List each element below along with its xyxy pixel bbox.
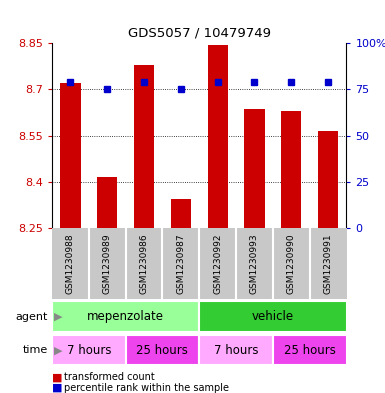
Bar (318, 131, 338, 228)
Text: GSM1230993: GSM1230993 (250, 233, 259, 294)
Text: GSM1230990: GSM1230990 (287, 233, 296, 294)
Bar (273, 335, 346, 365)
Text: vehicle: vehicle (252, 310, 294, 323)
Text: ▶: ▶ (54, 345, 62, 355)
Text: GSM1230987: GSM1230987 (176, 233, 185, 294)
Text: 25 hours: 25 hours (137, 343, 188, 357)
Text: 25 hours: 25 hours (284, 343, 336, 357)
Text: time: time (23, 345, 48, 355)
Text: GSM1230991: GSM1230991 (323, 233, 333, 294)
Text: agent: agent (16, 312, 48, 322)
Text: mepenzolate: mepenzolate (87, 310, 164, 323)
Text: GSM1230988: GSM1230988 (66, 233, 75, 294)
Bar (52, 301, 199, 332)
Text: ■: ■ (52, 372, 62, 382)
Bar (244, 109, 264, 228)
Title: GDS5057 / 10479749: GDS5057 / 10479749 (128, 26, 271, 39)
Bar (199, 335, 273, 365)
Text: 7 hours: 7 hours (214, 343, 258, 357)
Bar (126, 335, 199, 365)
Bar (134, 65, 154, 228)
Text: GSM1230989: GSM1230989 (103, 233, 112, 294)
Text: ▶: ▶ (54, 312, 62, 322)
Text: ■: ■ (52, 383, 62, 393)
Text: GSM1230992: GSM1230992 (213, 233, 222, 294)
Bar (97, 177, 117, 228)
Text: transformed count: transformed count (64, 372, 154, 382)
Bar (60, 83, 80, 228)
Text: percentile rank within the sample: percentile rank within the sample (64, 383, 229, 393)
Bar (281, 111, 301, 228)
Bar (171, 199, 191, 228)
Text: 7 hours: 7 hours (67, 343, 111, 357)
Bar (52, 335, 126, 365)
Text: GSM1230986: GSM1230986 (139, 233, 149, 294)
Bar (199, 301, 346, 332)
Bar (208, 45, 228, 228)
